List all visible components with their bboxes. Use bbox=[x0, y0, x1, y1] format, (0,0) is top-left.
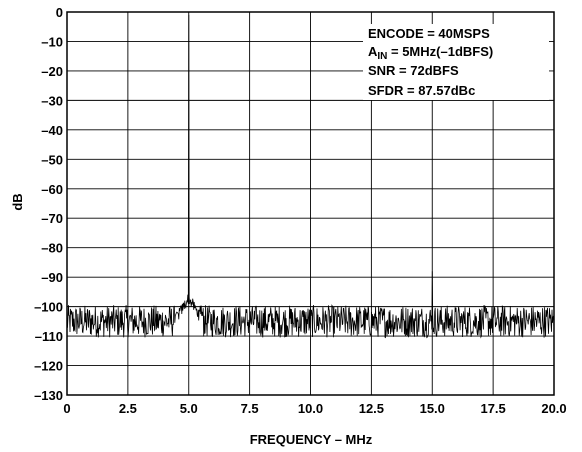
y-tick-label: –50 bbox=[41, 152, 63, 167]
y-tick-label: –120 bbox=[34, 359, 63, 374]
y-tick-label: –130 bbox=[34, 388, 63, 403]
spectrum-trace bbox=[66, 14, 555, 339]
y-axis-label: dB bbox=[10, 193, 25, 210]
annotation-sfdr: SFDR = 87.57dBc bbox=[368, 83, 475, 98]
x-tick-label: 15.0 bbox=[420, 401, 445, 416]
plot-frame bbox=[66, 11, 555, 396]
annotation-ain-main: A bbox=[368, 44, 378, 59]
x-tick-label: 12.5 bbox=[359, 401, 384, 416]
annotation-ain-rest: = 5MHz(–1dBFS) bbox=[387, 44, 493, 59]
annotation-ain: AIN = 5MHz(–1dBFS) bbox=[368, 44, 493, 62]
y-tick-label: –80 bbox=[41, 241, 63, 256]
annotation-ain-sub: IN bbox=[377, 51, 387, 62]
x-tick-label: 20.0 bbox=[541, 401, 566, 416]
y-tick-label: –100 bbox=[34, 300, 63, 315]
x-tick-label: 10.0 bbox=[298, 401, 323, 416]
y-tick-label: –90 bbox=[41, 270, 63, 285]
y-tick-label: –20 bbox=[41, 64, 63, 79]
y-tick-label: –60 bbox=[41, 182, 63, 197]
x-tick-labels: 0 2.5 5.0 7.5 10.0 12.5 15.0 17.5 20.0 bbox=[63, 401, 566, 416]
x-tick-label: 0 bbox=[63, 401, 70, 416]
annotation-encode: ENCODE = 40MSPS bbox=[368, 26, 490, 41]
x-tick-label: 17.5 bbox=[480, 401, 505, 416]
y-tick-label: –70 bbox=[41, 211, 63, 226]
x-axis-label: FREQUENCY – MHz bbox=[250, 432, 373, 447]
y-tick-label: –40 bbox=[41, 123, 63, 138]
spectrum-line bbox=[66, 14, 555, 339]
y-tick-label: –10 bbox=[41, 34, 63, 49]
annotation-box: ENCODE = 40MSPS AIN = 5MHz(–1dBFS) SNR =… bbox=[363, 24, 549, 100]
x-tick-label: 5.0 bbox=[180, 401, 198, 416]
y-tick-label: 0 bbox=[56, 5, 63, 20]
x-tick-label: 7.5 bbox=[241, 401, 259, 416]
x-tick-label: 2.5 bbox=[119, 401, 137, 416]
y-tick-label: –110 bbox=[35, 329, 63, 344]
y-tick-labels: 0 –10 –20 –30 –40 –50 –60 –70 –80 –90 –100 –110 –120… bbox=[34, 5, 63, 403]
y-tick-label: –30 bbox=[41, 93, 63, 108]
annotation-snr: SNR = 72dBFS bbox=[368, 63, 459, 78]
